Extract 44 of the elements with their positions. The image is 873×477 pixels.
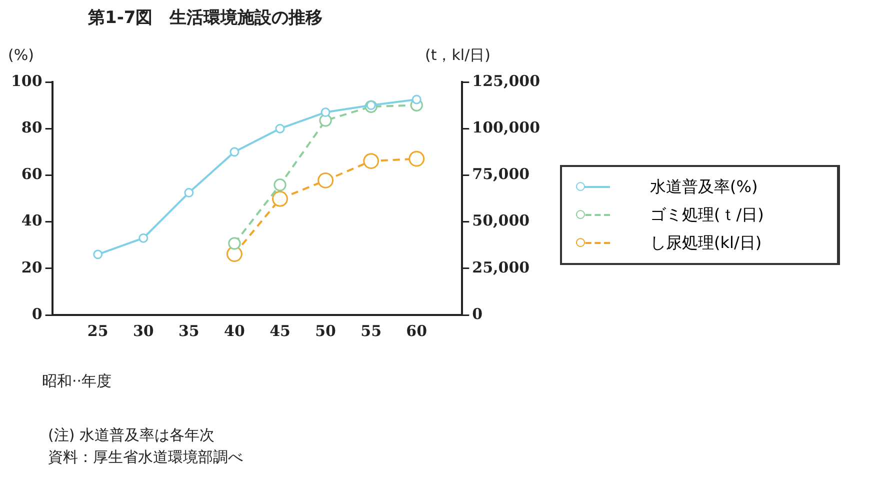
- x-tick-label: 40: [224, 322, 245, 340]
- x-tick-label: 50: [315, 322, 336, 340]
- point: [226, 246, 242, 262]
- point: [412, 94, 422, 104]
- y2-tick-label: 75,000: [472, 165, 530, 184]
- text: し尿処理(kl/日): [650, 232, 762, 254]
- x-tick-label: 60: [406, 322, 428, 340]
- y2-tick-label: 25,000: [472, 258, 530, 276]
- point: [274, 178, 286, 192]
- x-axis-title: 昭和··年度: [42, 372, 112, 391]
- point: [318, 172, 334, 188]
- text: 資料：厚生省水道環境部調べ: [48, 447, 243, 468]
- text: (注) 水道普及率は各年次: [48, 425, 216, 446]
- y2-tick-label: 0: [472, 304, 483, 323]
- chart-title: 第1-7図 生活環境施設の推移: [88, 7, 323, 29]
- point: [228, 237, 241, 250]
- y-tick-label: 100: [11, 72, 42, 90]
- x-tick-label: 45: [270, 322, 290, 340]
- y-tick-label: 80: [21, 118, 42, 136]
- y-tick-label: 0: [32, 304, 42, 323]
- x-tick-label: 25: [87, 322, 108, 340]
- x-tick-label: 35: [178, 322, 200, 340]
- point: [230, 147, 240, 157]
- y-tick-label: 60: [21, 165, 42, 184]
- y2-axis-title: (t，kl/日): [425, 46, 490, 65]
- x-tick-label: 55: [360, 322, 382, 340]
- y-axis-title: (%): [8, 46, 34, 64]
- y2-tick-label: 50,000: [472, 212, 530, 230]
- y-tick-label: 40: [21, 212, 42, 230]
- text: ゴミ処理(ｔ/日): [650, 204, 764, 226]
- point: [184, 188, 194, 198]
- y2-tick-label: 100,000: [472, 118, 540, 136]
- x-tick-label: 30: [132, 322, 154, 340]
- y2-tick-label: 125,000: [472, 72, 540, 90]
- point: [275, 124, 285, 134]
- point: [320, 108, 330, 118]
- point: [366, 100, 376, 110]
- point: [138, 233, 148, 243]
- point: [363, 153, 380, 169]
- point: [272, 190, 288, 207]
- point: [93, 250, 103, 260]
- y-tick-label: 20: [21, 258, 42, 276]
- point: [408, 150, 425, 167]
- text: 水道普及率(%): [650, 176, 758, 198]
